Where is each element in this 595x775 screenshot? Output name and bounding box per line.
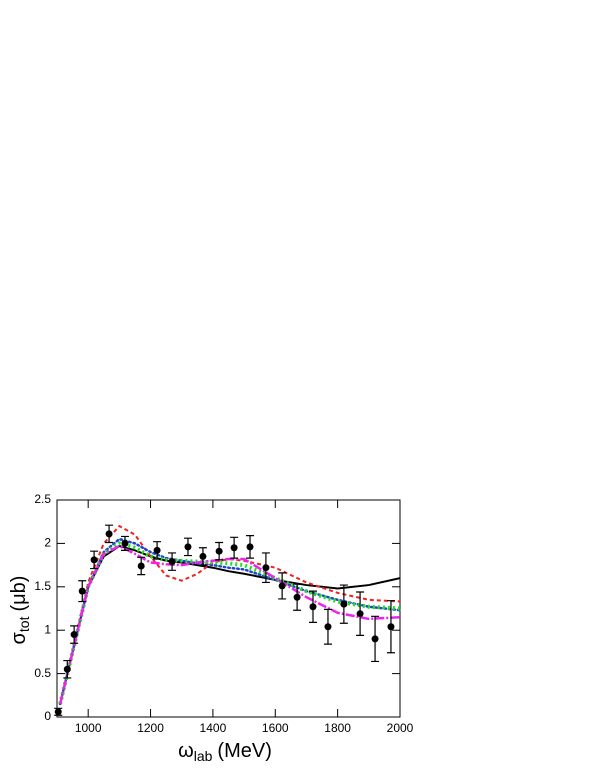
plot-frame bbox=[56, 499, 401, 718]
y-tick-label: 2.5 bbox=[34, 492, 51, 506]
x-label-unit: (MeV) bbox=[217, 740, 271, 762]
data-point bbox=[137, 562, 145, 570]
curve bbox=[59, 544, 401, 705]
x-label-symbol: ω bbox=[178, 740, 194, 762]
data-point bbox=[262, 564, 270, 572]
y-label-unit: (μb) bbox=[8, 576, 30, 612]
data-point bbox=[153, 546, 161, 554]
x-tick-label: 1600 bbox=[262, 721, 289, 735]
y-tick-label: 0 bbox=[44, 709, 51, 723]
data-point bbox=[246, 543, 254, 551]
data-point bbox=[199, 552, 207, 560]
data-point bbox=[278, 582, 286, 590]
x-tick-label: 1400 bbox=[200, 721, 227, 735]
data-point bbox=[90, 556, 98, 564]
data-point bbox=[371, 635, 379, 643]
data-point bbox=[63, 665, 71, 673]
data-point bbox=[105, 530, 113, 538]
curve bbox=[58, 544, 401, 705]
y-tick-label: 1 bbox=[44, 622, 51, 636]
data-point bbox=[78, 587, 86, 595]
x-tick-label: 1800 bbox=[324, 721, 351, 735]
x-tick-label: 1200 bbox=[137, 721, 164, 735]
y-tick-label: 0.5 bbox=[34, 666, 51, 680]
data-point bbox=[324, 623, 332, 631]
data-point bbox=[309, 603, 317, 611]
data-point bbox=[293, 593, 301, 601]
data-point bbox=[356, 610, 364, 618]
x-tick-label: 2000 bbox=[387, 721, 414, 735]
x-tick-label: 1000 bbox=[75, 721, 102, 735]
y-label-symbol: σ bbox=[8, 631, 30, 644]
y-tick-label: 2 bbox=[44, 536, 51, 550]
y-label-subscript: tot bbox=[16, 616, 32, 632]
data-point bbox=[168, 558, 176, 566]
curve bbox=[59, 524, 401, 705]
y-tick-label: 1.5 bbox=[34, 579, 51, 593]
x-axis-label: ωlab (MeV) bbox=[178, 740, 272, 763]
data-point bbox=[230, 544, 238, 552]
data-point bbox=[121, 539, 129, 547]
data-point bbox=[340, 600, 348, 608]
data-point bbox=[184, 543, 192, 551]
data-point bbox=[387, 623, 395, 631]
y-axis-label: σtot (μb) bbox=[8, 576, 31, 645]
data-point bbox=[70, 631, 78, 639]
data-point bbox=[54, 708, 62, 716]
data-point bbox=[215, 547, 223, 555]
x-label-subscript: lab bbox=[194, 748, 213, 764]
curve bbox=[58, 537, 402, 706]
